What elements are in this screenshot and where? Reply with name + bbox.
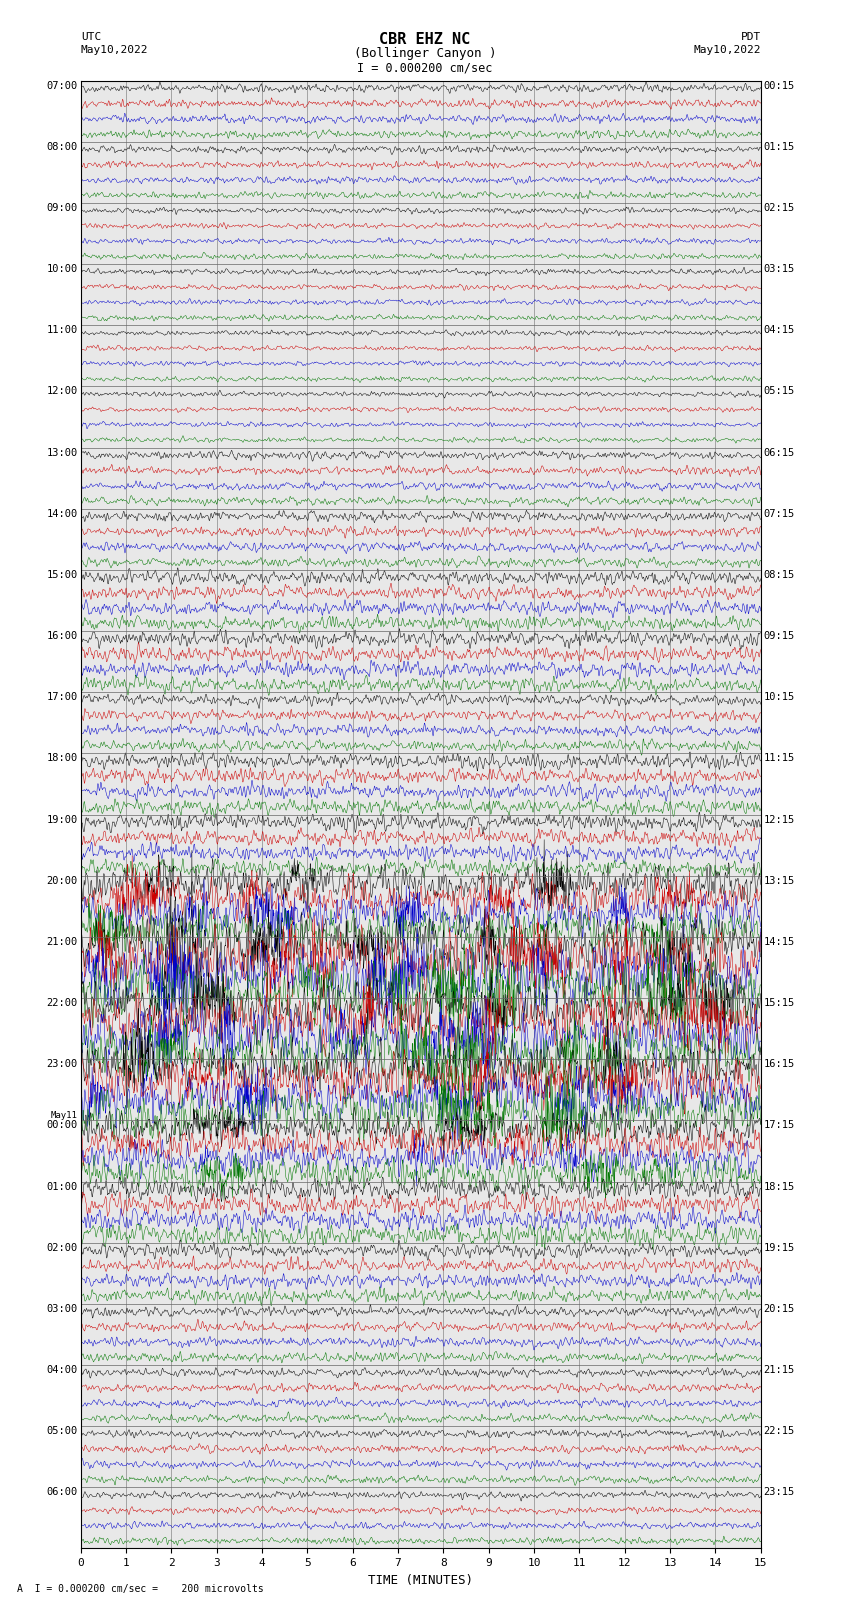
Text: A  I = 0.000200 cm/sec =    200 microvolts: A I = 0.000200 cm/sec = 200 microvolts bbox=[17, 1584, 264, 1594]
Text: PDT: PDT bbox=[740, 32, 761, 42]
Text: CBR EHZ NC: CBR EHZ NC bbox=[379, 32, 471, 47]
X-axis label: TIME (MINUTES): TIME (MINUTES) bbox=[368, 1574, 473, 1587]
Text: (Bollinger Canyon ): (Bollinger Canyon ) bbox=[354, 47, 496, 60]
Text: May11: May11 bbox=[50, 1111, 77, 1121]
Text: UTC: UTC bbox=[81, 32, 101, 42]
Text: I = 0.000200 cm/sec: I = 0.000200 cm/sec bbox=[357, 61, 493, 74]
Text: May10,2022: May10,2022 bbox=[694, 45, 761, 55]
Text: May10,2022: May10,2022 bbox=[81, 45, 148, 55]
